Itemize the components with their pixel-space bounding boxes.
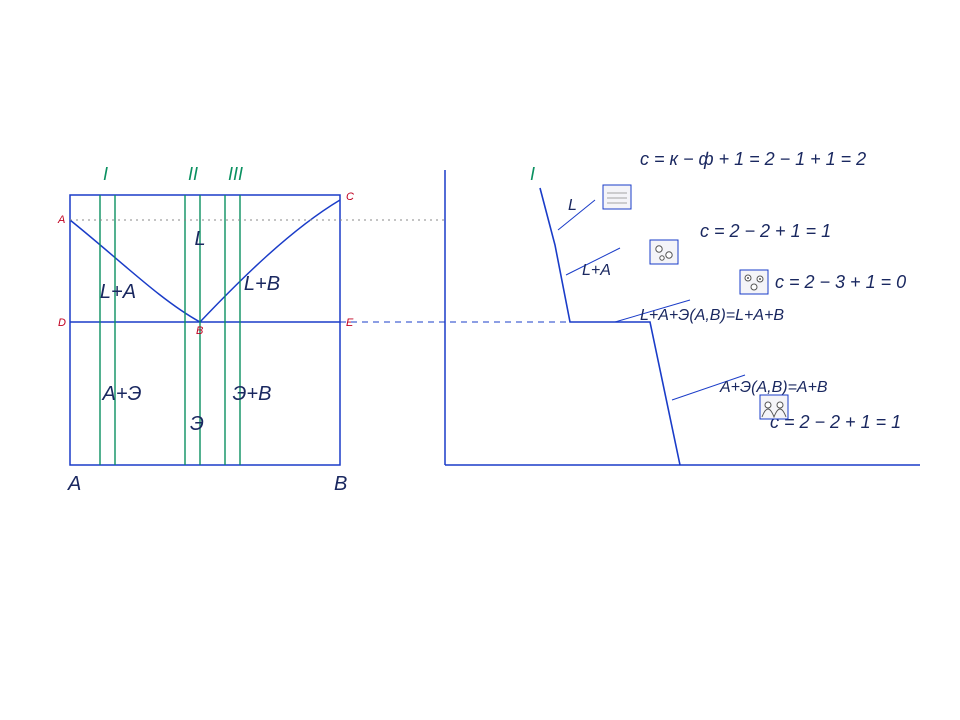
phase-diagram-left: IIIIII ACDEB LL+AL+BА+ЭЭ+ВЭ A B <box>57 164 354 495</box>
region-label: L+B <box>244 273 280 295</box>
roman-II: II <box>188 164 198 184</box>
region-label: Э+В <box>233 383 272 405</box>
equation: с = 2 − 2 + 1 = 1 <box>700 221 831 241</box>
region-label: Э <box>190 413 204 435</box>
point-D: D <box>58 317 66 329</box>
point-B: B <box>196 325 203 337</box>
phase-label: L+A+Э(A,B)=L+A+B <box>640 307 784 324</box>
region-label: L <box>194 228 205 250</box>
phase-label: L <box>568 197 577 214</box>
point-C: C <box>346 191 354 203</box>
phase-label: L+A <box>582 262 611 279</box>
roman-I: I <box>103 164 108 184</box>
microstructure-lae <box>740 270 768 294</box>
liquidus-right <box>200 200 340 322</box>
region-label: А+Э <box>102 383 142 405</box>
axis-label-B: B <box>334 473 347 495</box>
microstructure-liquid <box>603 185 631 209</box>
equation: с = к − ф + 1 = 2 − 1 + 1 = 2 <box>640 149 866 169</box>
equation: с = 2 − 2 + 1 = 1 <box>770 412 901 432</box>
liquidus-left <box>70 220 200 322</box>
phase-label: А+Э(А,В)=А+В <box>719 379 828 396</box>
equation: с = 2 − 3 + 1 = 0 <box>775 272 906 292</box>
axis-label-A: A <box>67 473 81 495</box>
microstructure-ae <box>760 395 788 419</box>
point-A: A <box>57 214 65 226</box>
microstructure-la <box>650 240 678 264</box>
point-E: E <box>346 317 354 329</box>
cooling-curve-right: I L L+A L+A+Э(A,B)=L+A+B А+Э(А,В)=А+В с = к… <box>445 149 920 465</box>
region-label: L+A <box>100 281 136 303</box>
cooling-curve <box>540 188 680 465</box>
roman-III: III <box>228 164 243 184</box>
roman-I-right: I <box>530 164 535 184</box>
